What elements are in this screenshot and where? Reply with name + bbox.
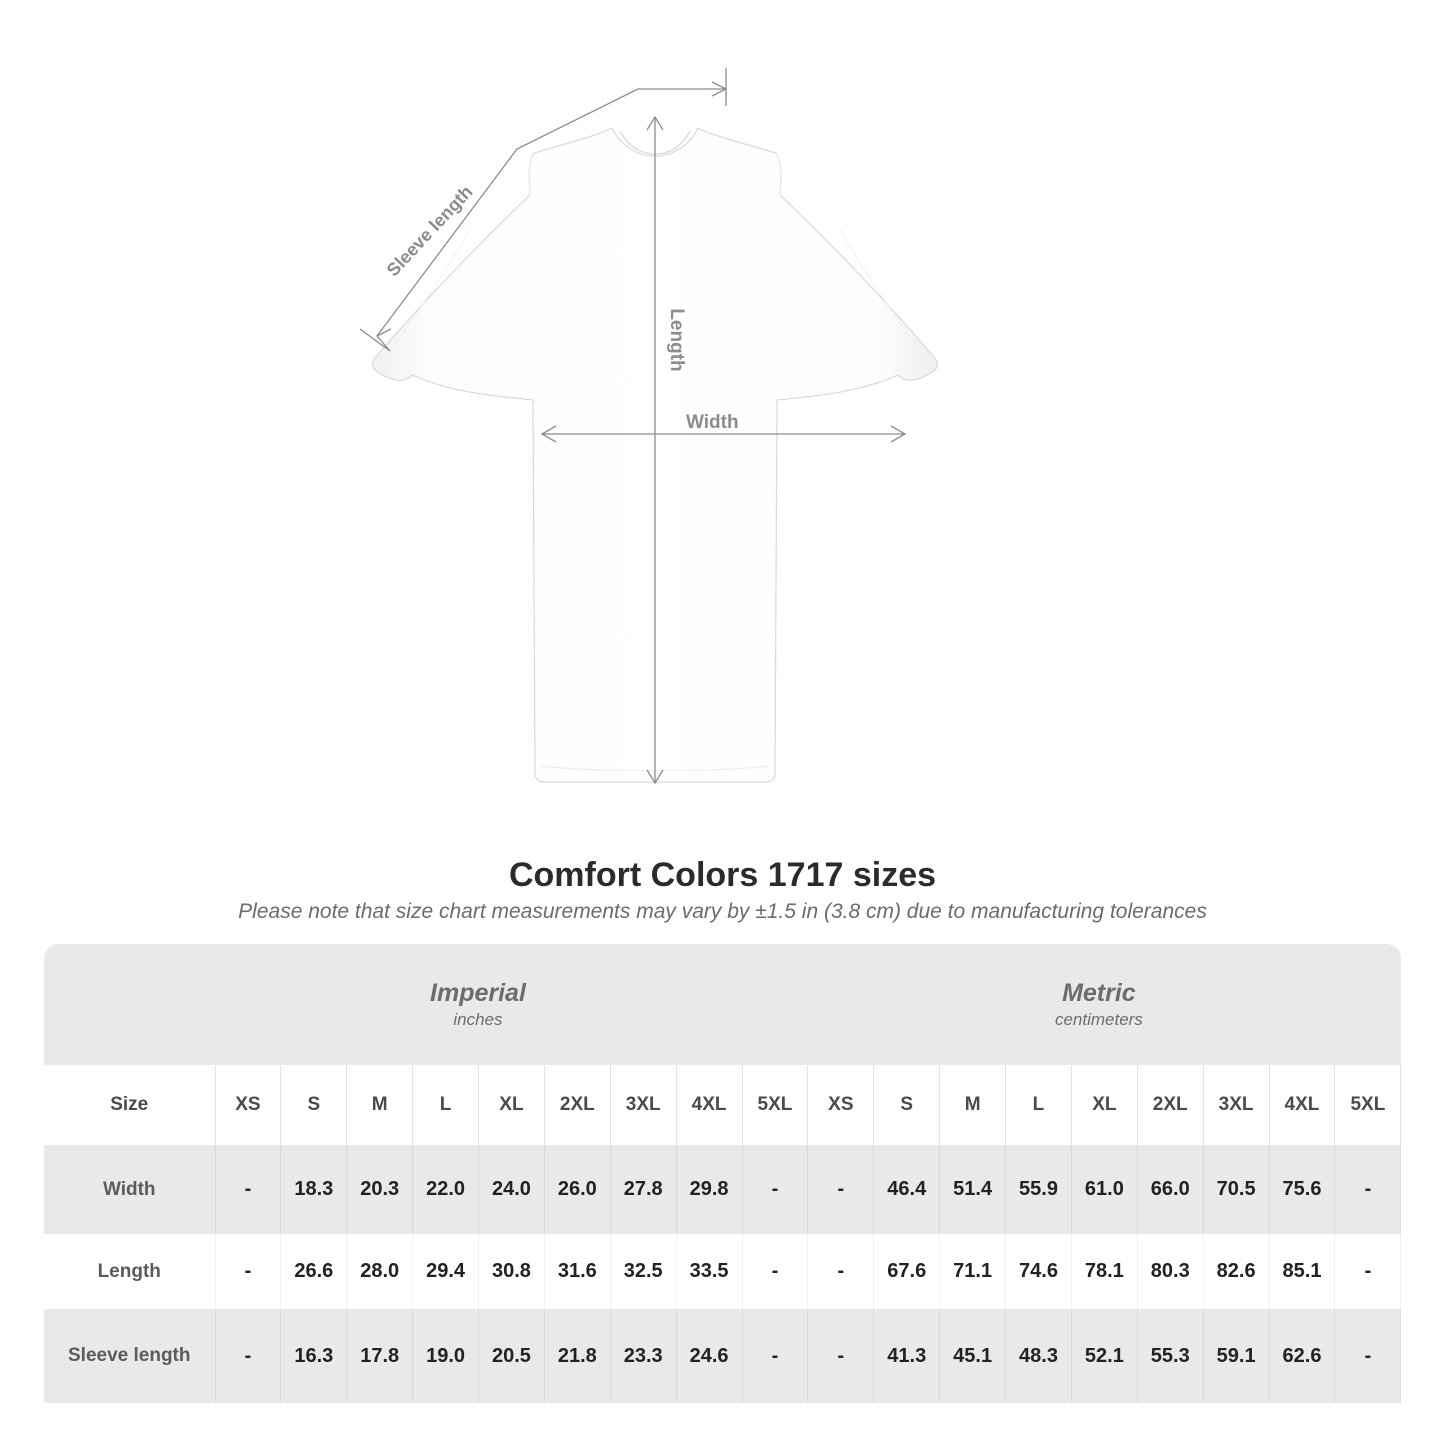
- svg-text:Length: Length: [666, 308, 687, 371]
- svg-text:Width: Width: [686, 412, 739, 433]
